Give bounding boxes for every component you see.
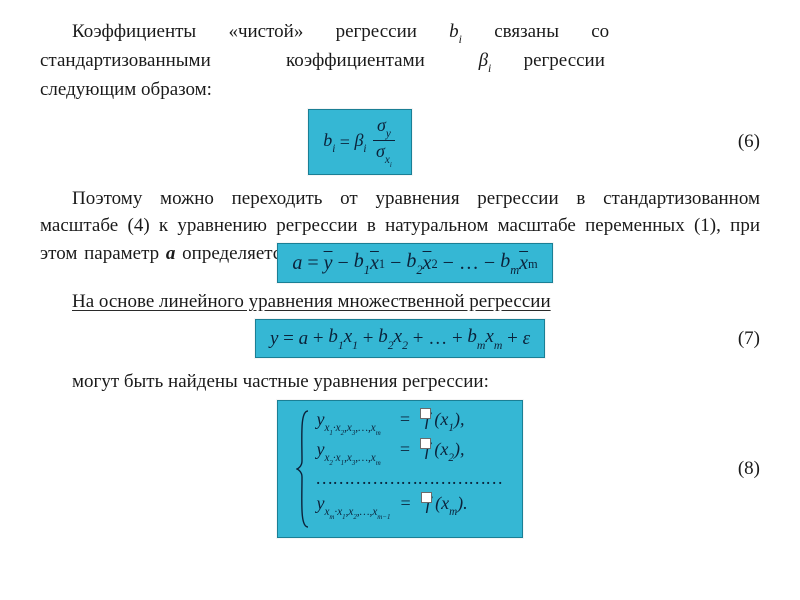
text: следующим образом: [40,79,212,100]
slide-page: Коэффициенты «чистой» регрессии bi связа… [0,0,800,600]
equation-a-box: a = y − b1x1 − b2x2 − … − bmxm [277,243,552,283]
text: коэффициентами [286,50,425,71]
equation-6-row: bi = βi σy σxi (6) [40,109,760,174]
text: со [591,21,609,42]
text: регрессии [336,21,417,42]
paragraph-partial: могут быть найдены частные уравнения рег… [40,368,760,396]
symbol-bi: bi [449,21,462,42]
text: связаны [494,21,559,42]
text: На основе линейного уравнения множествен… [72,291,551,312]
system-line-2: yx2·x1,x3,…,xm = f (x2), [316,439,503,465]
equation-7-box: y = a + b1x1 + b2x2 + … + bmxm + ε [255,319,545,358]
equation-a-row: a = y − b1x1 − b2x2 − … − bmxm [40,243,760,283]
equation-6-box: bi = βi σy σxi [308,109,412,174]
brace-icon [296,409,310,529]
text: регрессии [524,50,605,71]
paragraph-basis: На основе линейного уравнения множествен… [40,291,760,313]
equation-7-row: y = a + b1x1 + b2x2 + … + bmxm + ε (7) [40,319,760,358]
equation-8-number: (8) [738,458,760,480]
equation-system: yx1·x2,x3,…,xm = f (x1), yx2·x1,x3,…,xm … [296,409,503,529]
equation-6-number: (6) [738,131,760,153]
text: стандартизованными [40,50,211,71]
equation-8-row: yx1·x2,x3,…,xm = f (x1), yx2·x1,x3,…,xm … [40,400,760,538]
system-line-1: yx1·x2,x3,…,xm = f (x1), [316,409,503,435]
equation-7-number: (7) [738,328,760,350]
equation-8-box: yx1·x2,x3,…,xm = f (x1), yx2·x1,x3,…,xm … [277,400,522,538]
text: могут быть найдены частные уравнения рег… [72,371,489,392]
system-line-dots: …………………………… [316,468,503,489]
paragraph-intro: Коэффициенты «чистой» регрессии bi связа… [40,18,760,103]
system-line-m: yxm·x1,x2,…,xm−1 = f (xm). [316,493,503,519]
text: «чистой» [228,21,303,42]
text: Коэффициенты [72,21,196,42]
symbol-betai: βi [479,50,492,71]
